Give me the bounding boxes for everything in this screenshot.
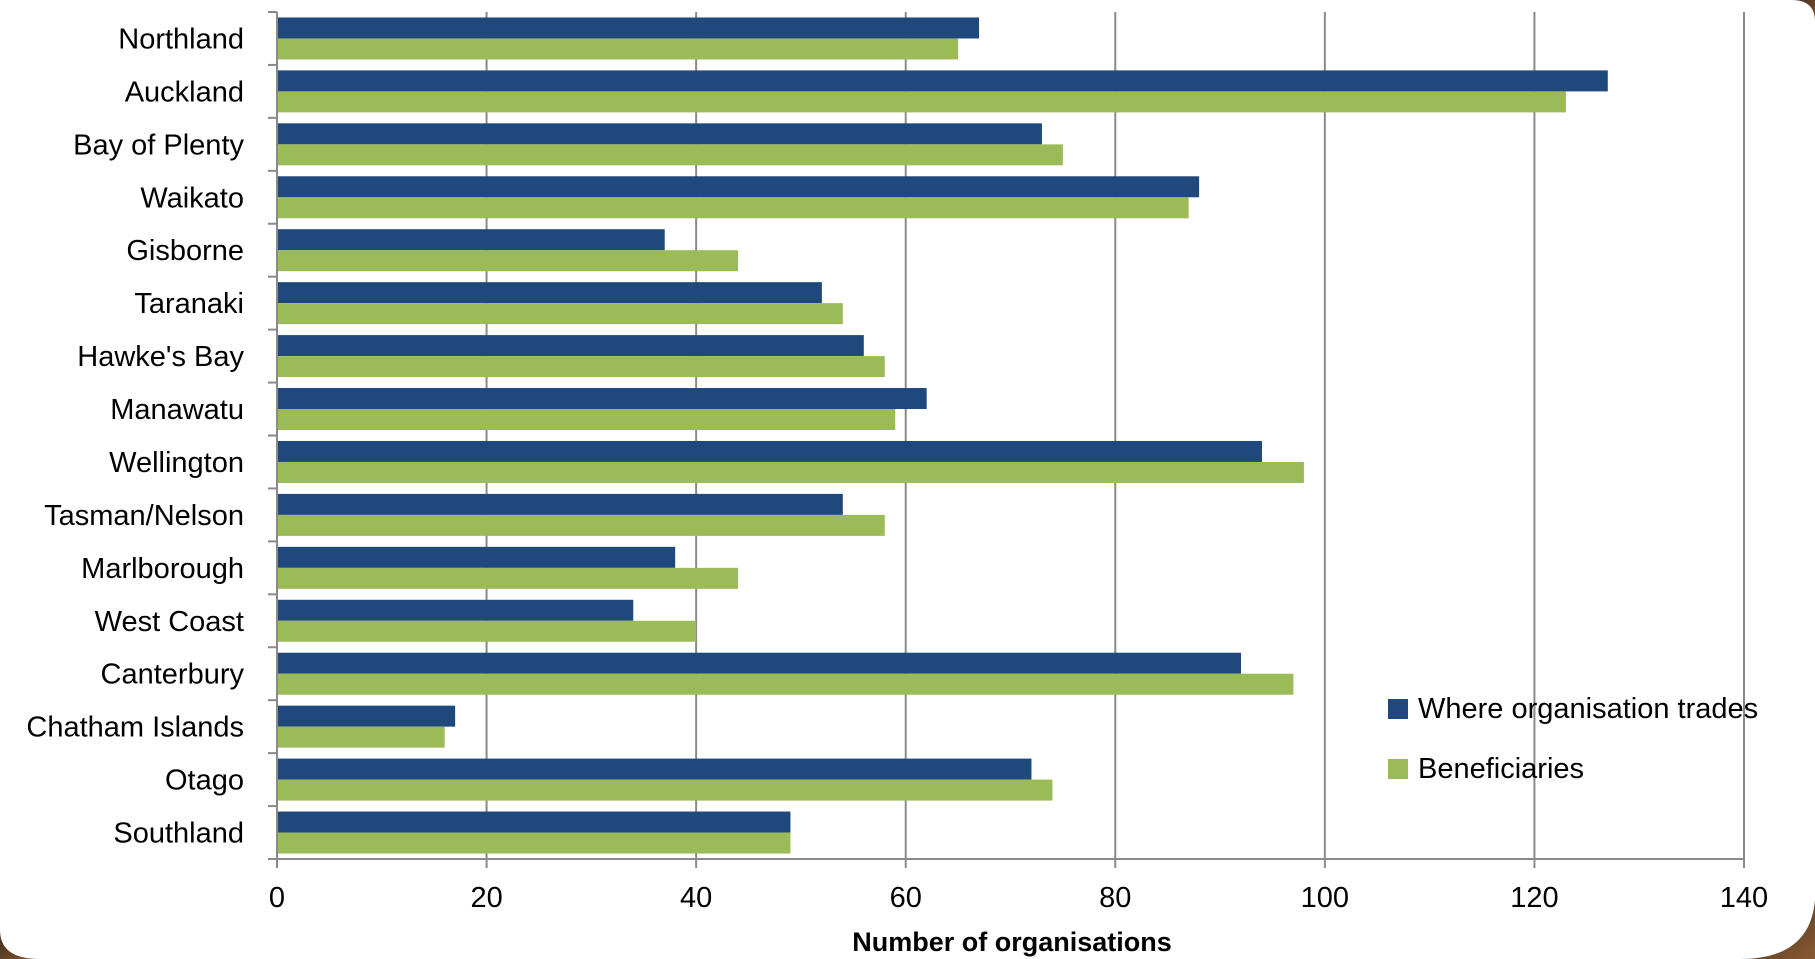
category-label: Marlborough	[81, 553, 244, 585]
legend-label-beneficiaries: Beneficiaries	[1418, 753, 1584, 785]
bar-trades-15	[277, 811, 791, 833]
decorative-corner-bottom-right	[1740, 900, 1815, 959]
category-label: Canterbury	[101, 659, 245, 691]
bar-beneficiaries-12	[277, 673, 1294, 695]
bar-beneficiaries-8	[277, 461, 1304, 483]
bar-trades-0	[277, 17, 980, 39]
bar-trades-9	[277, 493, 843, 515]
x-tick-label: 20	[470, 882, 502, 914]
bar-beneficiaries-4	[277, 250, 739, 272]
bar-beneficiaries-11	[277, 620, 697, 642]
bar-trades-10	[277, 546, 676, 568]
bar-trades-13	[277, 705, 456, 727]
category-label: Taranaki	[134, 288, 244, 320]
category-label: Chatham Islands	[26, 712, 244, 744]
bar-beneficiaries-6	[277, 356, 885, 378]
decorative-corner-bottom-left	[0, 930, 40, 959]
legend-swatch-trades	[1388, 699, 1408, 719]
x-tick-label: 0	[269, 882, 285, 914]
bar-beneficiaries-2	[277, 144, 1063, 166]
category-label: Otago	[165, 765, 244, 797]
category-label: Bay of Plenty	[73, 129, 244, 161]
bar-trades-6	[277, 335, 864, 357]
bar-beneficiaries-9	[277, 514, 885, 536]
x-axis-title: Number of organisations	[852, 927, 1172, 957]
category-label: West Coast	[95, 606, 244, 638]
legend: Where organisation trades Beneficiaries	[1388, 693, 1758, 785]
x-tick-label: 120	[1510, 882, 1558, 914]
bar-beneficiaries-0	[277, 38, 959, 60]
category-labels: Northland Auckland Bay of Plenty Waikato Gis…	[26, 23, 244, 849]
bar-trades-4	[277, 229, 665, 251]
category-label: Northland	[118, 23, 244, 55]
bar-beneficiaries-10	[277, 567, 739, 589]
bar-beneficiaries-1	[277, 91, 1566, 113]
category-label: Waikato	[140, 182, 244, 214]
legend-label-trades: Where organisation trades	[1418, 693, 1758, 725]
bar-trades-1	[277, 70, 1608, 92]
bar-beneficiaries-13	[277, 726, 445, 748]
bar-trades-14	[277, 758, 1032, 780]
bar-beneficiaries-7	[277, 409, 896, 431]
bar-beneficiaries-14	[277, 779, 1053, 801]
axes	[268, 11, 1745, 868]
x-tick-label: 40	[680, 882, 712, 914]
category-label: Manawatu	[110, 394, 244, 426]
x-tick-label: 100	[1301, 882, 1349, 914]
bar-trades-8	[277, 440, 1262, 462]
tick-labels: 0 20 40 60 80 100 120 140	[269, 882, 1768, 914]
category-label: Tasman/Nelson	[44, 500, 244, 532]
bar-beneficiaries-5	[277, 303, 843, 325]
bar-trades-7	[277, 388, 927, 410]
category-label: Southland	[113, 818, 244, 850]
bar-beneficiaries-15	[277, 832, 791, 854]
bar-trades-12	[277, 652, 1242, 674]
category-label: Auckland	[125, 76, 244, 108]
decorative-corner-top-right	[1792, 0, 1815, 22]
bars	[277, 17, 1608, 854]
bar-trades-2	[277, 123, 1042, 145]
bar-trades-11	[277, 599, 634, 621]
bar-trades-5	[277, 282, 822, 304]
bar-trades-3	[277, 176, 1200, 198]
legend-swatch-beneficiaries	[1388, 759, 1408, 779]
x-tick-label: 80	[1099, 882, 1131, 914]
x-tick-label: 140	[1720, 882, 1768, 914]
bar-beneficiaries-3	[277, 197, 1189, 219]
category-label: Wellington	[109, 447, 244, 479]
category-label: Hawke's Bay	[77, 341, 244, 373]
x-tick-label: 60	[890, 882, 922, 914]
category-label: Gisborne	[126, 235, 244, 267]
